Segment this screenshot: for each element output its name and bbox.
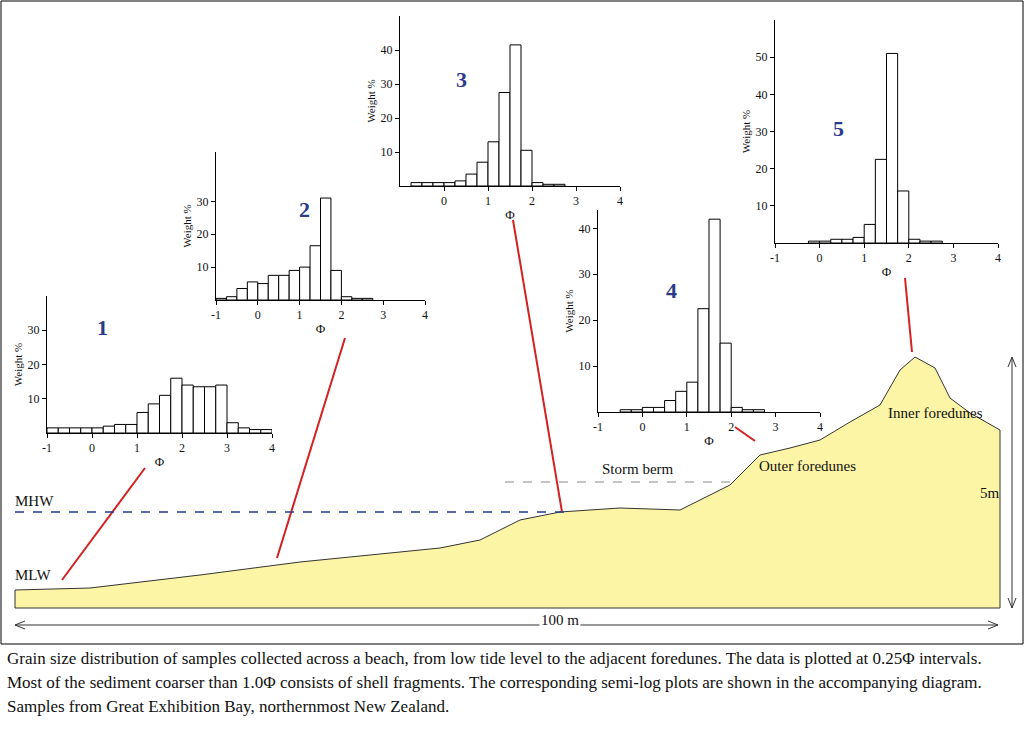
svg-text:40: 40: [579, 222, 591, 236]
svg-text:Φ: Φ: [704, 433, 714, 448]
svg-text:4: 4: [269, 441, 275, 455]
svg-text:10: 10: [381, 145, 393, 159]
svg-text:4: 4: [666, 278, 677, 303]
svg-text:3: 3: [573, 194, 579, 208]
svg-text:20: 20: [579, 313, 591, 327]
svg-text:Φ: Φ: [505, 207, 515, 222]
svg-text:20: 20: [381, 111, 393, 125]
svg-text:Weight %: Weight %: [365, 79, 377, 122]
svg-text:20: 20: [28, 358, 40, 372]
svg-text:30: 30: [381, 77, 393, 91]
svg-text:-1: -1: [770, 251, 780, 265]
svg-text:3: 3: [773, 420, 779, 434]
svg-text:3: 3: [380, 308, 386, 322]
svg-text:5: 5: [833, 116, 844, 141]
svg-text:30: 30: [28, 323, 40, 337]
svg-text:2: 2: [906, 251, 912, 265]
svg-text:1: 1: [861, 251, 867, 265]
svg-text:-1: -1: [211, 308, 221, 322]
svg-text:-1: -1: [593, 420, 603, 434]
svg-text:0: 0: [817, 251, 823, 265]
svg-text:Weight %: Weight %: [563, 289, 575, 332]
svg-text:4: 4: [617, 194, 623, 208]
svg-text:10: 10: [28, 392, 40, 406]
svg-text:50: 50: [756, 50, 768, 64]
svg-text:-1: -1: [42, 441, 52, 455]
svg-text:2: 2: [728, 420, 734, 434]
svg-text:Weight %: Weight %: [181, 204, 193, 247]
svg-text:20: 20: [197, 227, 209, 241]
svg-text:40: 40: [381, 43, 393, 57]
svg-text:1: 1: [97, 315, 108, 340]
svg-text:10: 10: [197, 260, 209, 274]
svg-text:1: 1: [297, 308, 303, 322]
svg-text:Weight %: Weight %: [740, 110, 752, 153]
svg-text:5m: 5m: [980, 485, 1000, 501]
svg-text:0: 0: [441, 194, 447, 208]
svg-text:4: 4: [422, 308, 428, 322]
svg-text:2: 2: [529, 194, 535, 208]
svg-text:1: 1: [134, 441, 140, 455]
svg-text:30: 30: [579, 267, 591, 281]
svg-text:Outer foredunes: Outer foredunes: [759, 458, 856, 474]
svg-text:2: 2: [338, 308, 344, 322]
svg-text:Φ: Φ: [882, 264, 892, 279]
html-text:Grain size distribution of sam: Grain size distribution of samples colle…: [7, 649, 982, 716]
svg-text:MHW: MHW: [15, 493, 54, 509]
svg-text:Inner foredunes: Inner foredunes: [888, 405, 983, 421]
svg-text:Weight %: Weight %: [12, 343, 24, 386]
svg-text:Φ: Φ: [316, 321, 326, 336]
svg-text:4: 4: [817, 420, 823, 434]
svg-text:2: 2: [299, 197, 310, 222]
svg-text:3: 3: [456, 67, 467, 92]
svg-text:0: 0: [89, 441, 95, 455]
svg-text:10: 10: [579, 359, 591, 373]
svg-text:3: 3: [950, 251, 956, 265]
svg-text:1: 1: [684, 420, 690, 434]
svg-text:3: 3: [224, 441, 230, 455]
svg-text:2: 2: [179, 441, 185, 455]
svg-text:Φ: Φ: [155, 454, 165, 469]
svg-text:30: 30: [756, 125, 768, 139]
svg-text:MLW: MLW: [15, 567, 51, 583]
svg-text:0: 0: [255, 308, 261, 322]
svg-text:100 m: 100 m: [541, 612, 579, 628]
svg-text:0: 0: [639, 420, 645, 434]
svg-text:1: 1: [485, 194, 491, 208]
svg-text:30: 30: [197, 195, 209, 209]
svg-text:Storm berm: Storm berm: [602, 461, 674, 477]
svg-text:4: 4: [995, 251, 1001, 265]
svg-text:20: 20: [756, 162, 768, 176]
svg-text:40: 40: [756, 88, 768, 102]
svg-text:10: 10: [756, 199, 768, 213]
